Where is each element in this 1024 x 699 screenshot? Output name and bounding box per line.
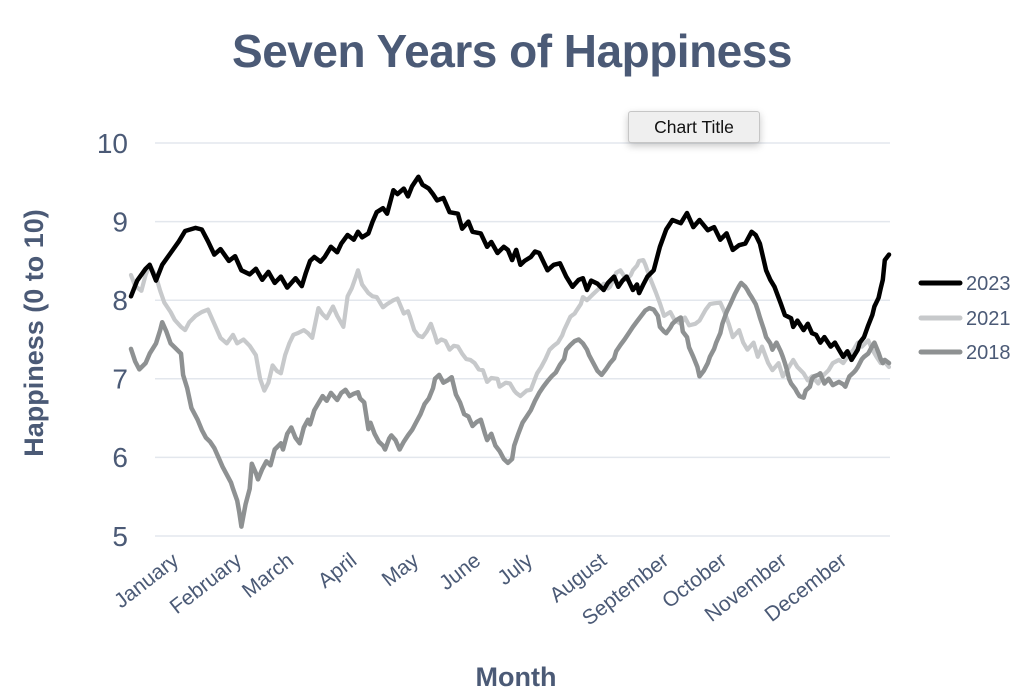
series-line-2023[interactable] <box>128 174 892 363</box>
y-tick-label: 9 <box>112 206 128 237</box>
x-tick-label: April <box>314 549 361 593</box>
legend-label-2023: 2023 <box>966 273 1011 295</box>
x-tick-label: July <box>493 549 537 590</box>
x-tick-label: June <box>435 549 485 595</box>
series-line-2018[interactable] <box>128 280 892 529</box>
x-tick-label: March <box>238 549 298 603</box>
y-tick-label: 8 <box>112 285 128 316</box>
x-axis-title: Month <box>476 662 557 692</box>
y-tick-label: 10 <box>97 128 128 159</box>
x-tick-label: May <box>378 549 424 592</box>
x-tick-label: February <box>166 549 247 619</box>
y-axis-title: Happiness (0 to 10) <box>19 209 49 457</box>
chart-title-tooltip: Chart Title <box>628 111 760 143</box>
y-tick-label: 5 <box>112 521 128 552</box>
legend-label-2018: 2018 <box>966 342 1011 364</box>
tooltip-text: Chart Title <box>654 116 734 137</box>
y-tick-label: 6 <box>112 442 128 473</box>
y-tick-label: 7 <box>112 364 128 395</box>
page-title: Seven Years of Happiness <box>232 25 792 77</box>
series-line-2021[interactable] <box>128 258 892 399</box>
legend-label-2021: 2021 <box>966 308 1011 330</box>
